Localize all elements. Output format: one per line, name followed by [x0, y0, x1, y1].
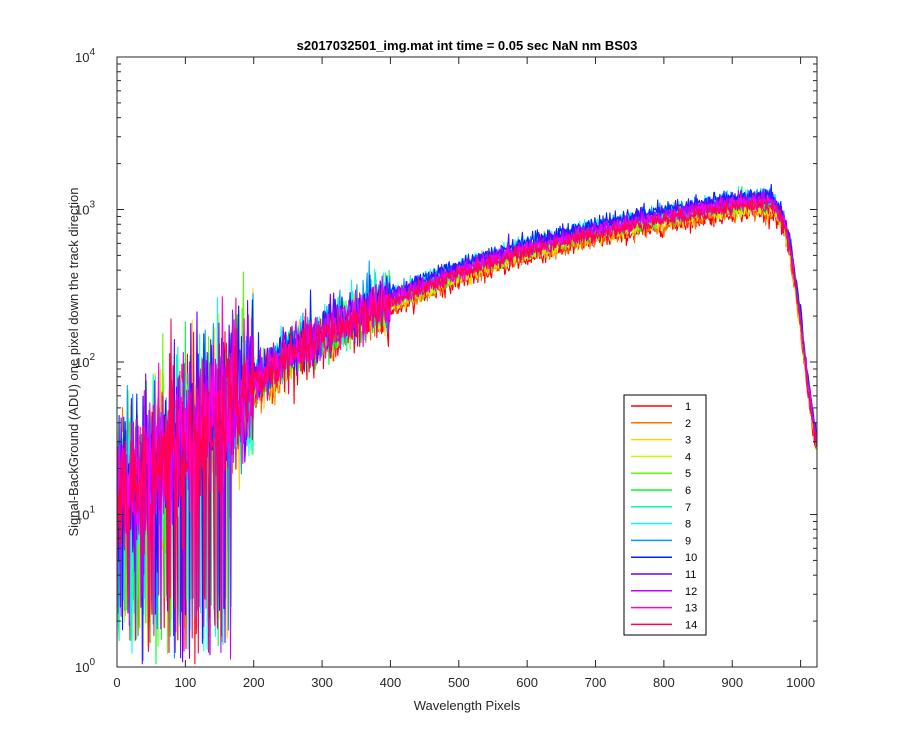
- legend-label-7: 7: [685, 502, 691, 514]
- x-tick-label: 300: [311, 675, 333, 690]
- x-tick-label: 1000: [786, 675, 815, 690]
- legend-label-12: 12: [685, 586, 697, 598]
- legend-label-4: 4: [685, 451, 691, 463]
- x-tick-label: 500: [448, 675, 470, 690]
- series-line-13: [117, 192, 817, 643]
- y-tick-exponent: 2: [89, 352, 95, 363]
- y-axis-title: Signal-BackGround (ADU) one pixel down t…: [66, 187, 81, 536]
- legend-label-1: 1: [685, 401, 691, 413]
- legend-label-10: 10: [685, 552, 697, 564]
- y-tick-exponent: 1: [89, 505, 95, 516]
- series-line-12: [117, 189, 817, 660]
- legend-label-14: 14: [685, 619, 697, 631]
- legend-label-8: 8: [685, 519, 691, 531]
- x-axis-title: Wavelength Pixels: [414, 698, 521, 713]
- series-line-14: [117, 196, 817, 654]
- legend-label-9: 9: [685, 535, 691, 547]
- legend-label-13: 13: [685, 603, 697, 615]
- x-tick-label: 700: [585, 675, 607, 690]
- legend-label-3: 3: [685, 435, 691, 447]
- x-tick-label: 200: [243, 675, 265, 690]
- legend-label-2: 2: [685, 418, 691, 430]
- x-axis: 0 100 200 300 400 500 600 700 800 900 1000: [113, 57, 815, 690]
- legend-box: [623, 394, 707, 636]
- x-tick-label: 900: [721, 675, 743, 690]
- legend-label-5: 5: [685, 468, 691, 480]
- y-tick-label: 100: [75, 657, 95, 675]
- chart-title: s2017032501_img.mat int time = 0.05 sec …: [297, 38, 638, 53]
- x-tick-label: 0: [113, 675, 120, 690]
- x-tick-label: 400: [380, 675, 402, 690]
- x-tick-label: 600: [516, 675, 538, 690]
- legend-label-6: 6: [685, 485, 691, 497]
- y-tick-label: 104: [75, 47, 95, 65]
- x-tick-label: 100: [175, 675, 197, 690]
- y-tick-exponent: 0: [89, 657, 95, 668]
- y-tick-exponent: 4: [89, 47, 95, 58]
- y-tick-exponent: 3: [89, 200, 95, 211]
- legend-label-11: 11: [685, 569, 696, 581]
- series-layer: [117, 183, 817, 665]
- x-tick-label: 800: [653, 675, 675, 690]
